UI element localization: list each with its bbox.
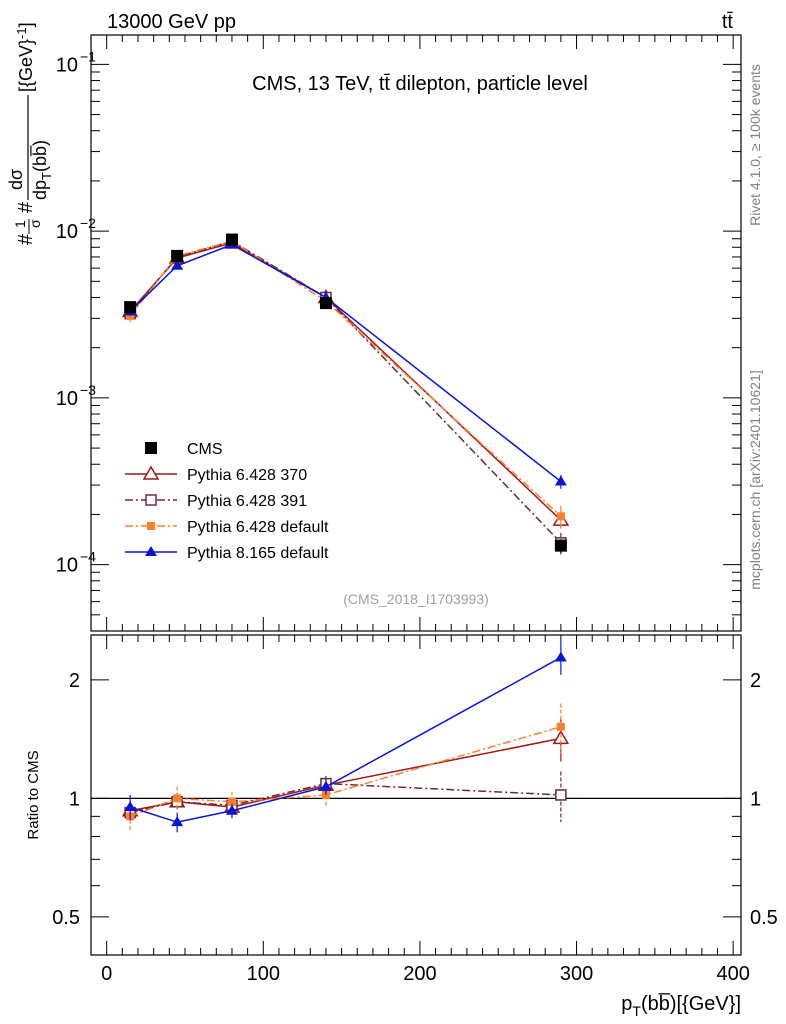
main-y-tick-labels: 10−110−210−310−4 [56,48,96,576]
y-axis-label-unit: [{GeV}-1] [14,22,36,92]
ratio-line [129,726,562,818]
ratio-point [555,789,567,801]
legend-label: Pythia 6.428 370 [187,467,307,484]
ratio-point [173,794,182,803]
y-axis-label-prefix: # [15,233,37,245]
series-pythia-6-428-370 [121,234,570,529]
ratio-point [319,780,332,791]
data-point [556,512,565,521]
analysis-watermark: (CMS_2018_I1703993) [343,591,489,607]
legend-marker [142,465,160,480]
source-label: mcplots.cern.ch [arXiv:2401.10621] [747,370,763,589]
main-y-tick-exponent: −1 [80,48,96,64]
ratio-panel: 0.5 0.5 1 1 2 2 0 100 200 300 400 Ratio to CMS [25,634,778,985]
main-y-tick-exponent: −2 [80,215,96,231]
legend-label: Pythia 8.165 default [187,545,329,562]
ratio-panel-frame [90,634,742,956]
ratio-y-axis-label: Ratio to CMS [25,750,42,839]
series-pythia-6-428-default [126,237,565,529]
ratio-y-tick-label-right: 1 [750,788,761,810]
y-axis-label-one: 1 [12,220,28,228]
x-tick-label: 300 [560,963,593,985]
ratio-series-layer [121,641,570,833]
data-point [171,259,184,270]
ratio-y-tick-label: 0.5 [52,907,80,929]
y-axis-label-dpt: dpT(bb̅) [30,140,54,200]
ratio-y-tick-label: 2 [69,670,80,692]
legend-marker [145,442,157,454]
x-tick-label: 0 [101,963,112,985]
data-point [554,539,567,552]
legend-entry: Pythia 6.428 default [125,519,329,536]
ratio-point [124,801,137,812]
series-cms [124,233,567,553]
ratio-y-tick-label-right: 0.5 [750,907,778,929]
main-y-tick-label: 10 [56,555,78,577]
data-point [124,301,137,314]
ratio-y-tick-label-right: 2 [750,670,761,692]
ratio-point [227,797,236,806]
main-y-tick-label: 10 [56,54,78,76]
rivet-version-label: Rivet 4.1.0, ≥ 100k events [747,64,763,226]
ratio-series-pythia-6-428-391 [124,771,567,823]
main-y-tick-exponent: −4 [80,549,96,565]
main-panel: 10−110−210−310−4 CMS, 13 TeV, tt̄ dilept… [56,34,742,632]
ratio-point [556,722,565,731]
main-series-layer [121,233,570,555]
legend-entry: Pythia 6.428 391 [125,493,307,510]
legend-entry: Pythia 6.428 370 [125,465,307,484]
ratio-point [554,651,567,662]
ratio-y-tick-label: 1 [69,788,80,810]
x-tick-label: 100 [247,963,280,985]
legend-marker [147,522,155,530]
x-tick-label: 200 [403,963,436,985]
data-point [319,297,332,310]
ratio-tick-labels: 0.5 0.5 1 1 2 2 0 100 200 300 400 [52,670,778,985]
legend-label: CMS [187,441,223,458]
ratio-point [225,804,238,815]
y-axis-label-dsigma: dσ [6,169,26,190]
legend: CMS Pythia 6.428 370 Pythia 6.428 391 Pythi… [125,441,329,562]
main-y-axis-label: # 1 σ # dσ dpT(bb̅) [{GeV}-1] [6,22,54,245]
ratio-line [129,656,562,823]
data-point [171,249,184,262]
main-axis-ticks [90,35,741,632]
y-axis-label-sigma: σ [27,219,43,228]
data-point [554,475,567,486]
legend-label: Pythia 6.428 default [187,519,329,536]
legend-entry: CMS [145,441,223,458]
legend-marker [145,546,157,556]
header-collision-label: 13000 GeV pp [107,11,236,33]
header-process-label: tt̄ [722,11,734,33]
ratio-axis-ticks [90,635,741,956]
legend-entry: Pythia 8.165 default [125,545,329,562]
y-axis-label-hash: # [15,201,37,213]
ratio-series-pythia-8-165-default [124,641,567,833]
main-y-tick-label: 10 [56,221,78,243]
ratio-point [171,816,184,827]
x-tick-label: 400 [716,963,749,985]
legend-marker [145,494,157,506]
main-panel-frame [90,34,742,632]
ratio-series-pythia-6-428-default [126,703,565,833]
legend-label: Pythia 6.428 391 [187,493,307,510]
main-title: CMS, 13 TeV, tt̄ dilepton, particle leve… [252,73,588,95]
data-point [225,233,238,246]
main-y-tick-exponent: −3 [80,382,96,398]
main-y-tick-label: 10 [56,388,78,410]
x-axis-label: pT(bb̅)[{GeV}] [621,992,741,1019]
